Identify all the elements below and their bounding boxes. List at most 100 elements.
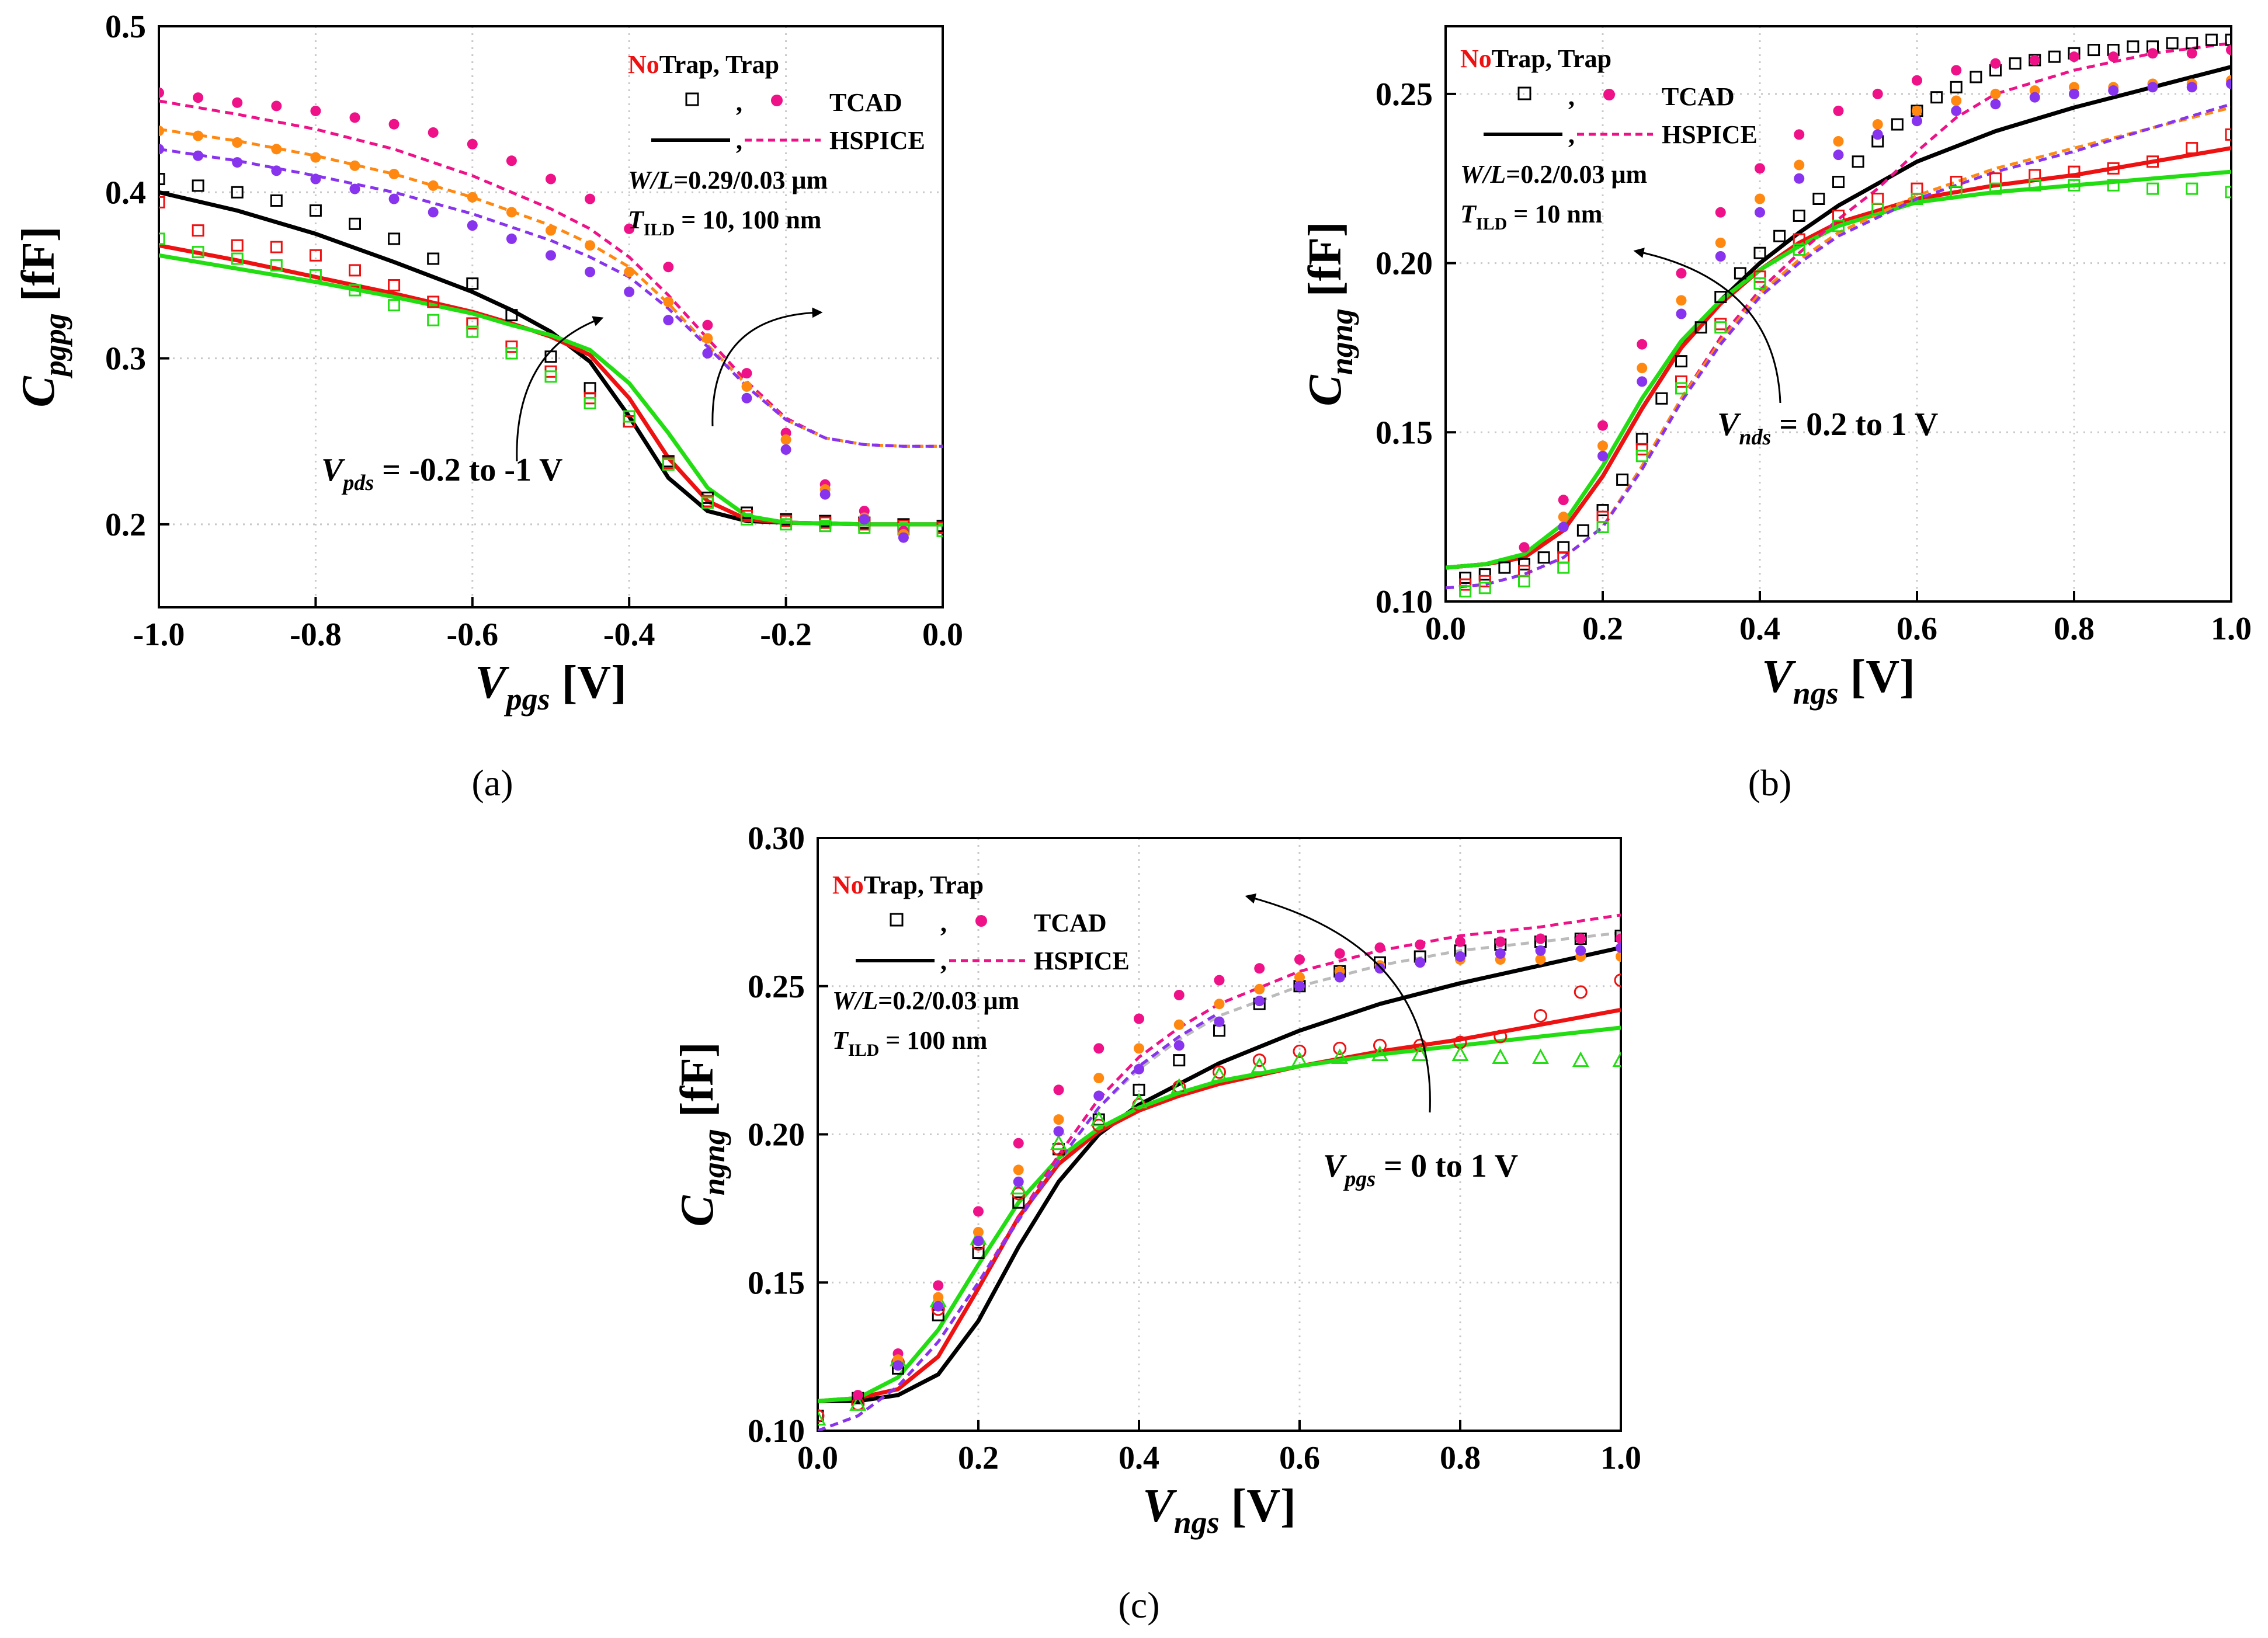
data-point bbox=[1498, 561, 1511, 574]
data-point bbox=[1455, 936, 1465, 947]
data-point bbox=[663, 296, 674, 307]
data-point bbox=[505, 340, 518, 353]
data-point bbox=[741, 368, 752, 379]
data-point bbox=[1614, 973, 1621, 987]
y-tick-label: 0.20 bbox=[1376, 246, 1433, 282]
data-point bbox=[852, 1390, 863, 1401]
data-point bbox=[193, 130, 204, 141]
x-tick-label: 0.0 bbox=[1425, 611, 1466, 647]
legend-circle-marker bbox=[1603, 89, 1615, 100]
data-point bbox=[310, 152, 321, 163]
series-line bbox=[159, 253, 943, 527]
data-point bbox=[466, 325, 479, 338]
data-point bbox=[428, 127, 439, 138]
data-point bbox=[818, 1409, 825, 1423]
data-point bbox=[2029, 92, 2040, 103]
legend-tcad-label: TCAD bbox=[1034, 909, 1107, 937]
y-tick-label: 0.10 bbox=[748, 1413, 805, 1449]
data-point bbox=[1872, 119, 1883, 130]
data-point bbox=[1254, 996, 1265, 1007]
data-point bbox=[428, 180, 439, 191]
data-point bbox=[2225, 33, 2231, 46]
data-point bbox=[2147, 155, 2159, 168]
data-point bbox=[1951, 65, 1962, 76]
data-point bbox=[1214, 999, 1225, 1010]
data-point bbox=[1734, 267, 1746, 280]
x-tick-label: -0.4 bbox=[603, 617, 655, 653]
annotation-arrow bbox=[711, 307, 823, 427]
data-point bbox=[2068, 179, 2081, 192]
data-point bbox=[1576, 524, 1589, 537]
data-point bbox=[585, 240, 596, 251]
data-point bbox=[1597, 420, 1608, 431]
data-point bbox=[1655, 392, 1668, 405]
data-point bbox=[1557, 561, 1570, 574]
data-point bbox=[741, 513, 753, 526]
data-point bbox=[1535, 954, 1546, 965]
data-point bbox=[1130, 1093, 1148, 1109]
data-point bbox=[973, 1236, 984, 1247]
data-point bbox=[2226, 44, 2231, 55]
data-point bbox=[1093, 1090, 1105, 1101]
legend-title: NoTrap, Trap bbox=[628, 50, 779, 79]
legend-param-wl: W/L=0.2/0.03 μm bbox=[832, 986, 1019, 1015]
legend-hspice-label: HSPICE bbox=[1662, 120, 1758, 149]
data-point bbox=[231, 239, 244, 252]
legend-hspice-label: HSPICE bbox=[1034, 947, 1130, 975]
x-tick-label: 0.6 bbox=[1279, 1440, 1320, 1476]
data-point bbox=[1214, 1016, 1225, 1027]
data-point bbox=[1173, 1019, 1185, 1030]
data-point bbox=[1637, 339, 1648, 350]
data-point bbox=[1331, 1048, 1349, 1065]
data-point bbox=[1171, 1078, 1188, 1094]
legend-tcad-label: TCAD bbox=[829, 88, 902, 117]
data-point bbox=[1010, 1178, 1027, 1195]
data-point bbox=[1990, 99, 2001, 110]
legend-separator: , bbox=[940, 947, 947, 975]
data-point bbox=[1012, 1196, 1025, 1209]
annotation-label: Vnds = 0.2 to 1 V bbox=[1717, 406, 1938, 450]
data-point bbox=[1990, 58, 2001, 69]
data-point bbox=[2069, 88, 2079, 99]
data-point bbox=[309, 204, 322, 217]
data-point bbox=[1715, 251, 1726, 262]
legend-separator: , bbox=[940, 909, 947, 937]
data-point bbox=[1334, 972, 1345, 983]
data-point bbox=[1793, 243, 1805, 256]
legend-hspice-label: HSPICE bbox=[829, 126, 925, 155]
data-point bbox=[2029, 54, 2040, 65]
data-point bbox=[1872, 88, 1883, 99]
data-point bbox=[1254, 983, 1265, 994]
data-point bbox=[506, 155, 517, 166]
data-point bbox=[1495, 948, 1506, 959]
data-point bbox=[973, 1206, 984, 1217]
legend-separator: , bbox=[1568, 82, 1575, 111]
data-point bbox=[1612, 1051, 1621, 1067]
data-point bbox=[1793, 209, 1805, 222]
data-point bbox=[1694, 321, 1707, 334]
data-point bbox=[1558, 521, 1569, 533]
panel-b: 0.0 0.2 0.4 0.6 0.8 1.0 0.10 0.15 0.20 0.25 Vngs [… bbox=[1300, 25, 2252, 804]
data-point bbox=[1294, 972, 1305, 983]
data-point bbox=[1210, 1066, 1228, 1082]
data-point bbox=[1637, 363, 1648, 374]
data-point bbox=[1616, 942, 1621, 953]
data-point bbox=[1833, 149, 1844, 161]
data-point bbox=[193, 92, 204, 103]
data-point bbox=[466, 277, 479, 290]
data-point bbox=[2186, 82, 2197, 93]
data-point bbox=[1596, 521, 1609, 534]
data-point bbox=[1053, 1084, 1064, 1096]
data-point bbox=[349, 160, 360, 171]
data-point bbox=[1090, 1110, 1107, 1126]
series-line bbox=[818, 1011, 1220, 1431]
data-point bbox=[271, 144, 282, 155]
data-point bbox=[1635, 450, 1648, 462]
data-point bbox=[1912, 75, 1922, 86]
data-point bbox=[1413, 1038, 1427, 1052]
data-point bbox=[973, 1226, 984, 1237]
data-point bbox=[1415, 957, 1426, 968]
data-point bbox=[702, 319, 713, 331]
data-point bbox=[1254, 963, 1265, 974]
